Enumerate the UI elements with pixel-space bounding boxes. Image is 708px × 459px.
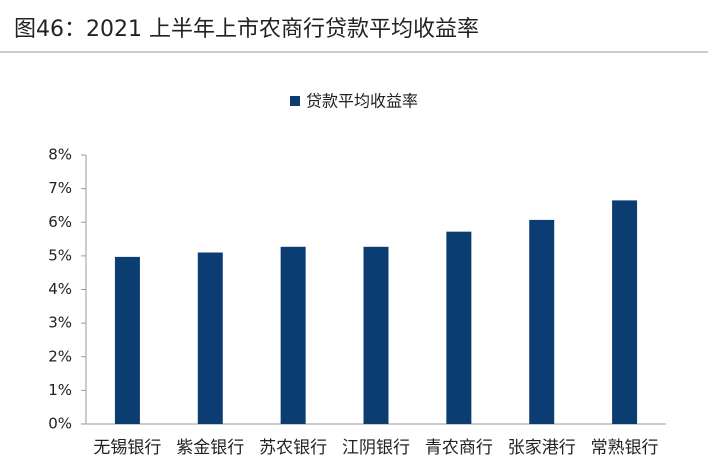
legend-label: 贷款平均收益率: [306, 92, 418, 111]
chart-title: 图46：2021 上半年上市农商行贷款平均收益率: [14, 17, 479, 42]
bar: [280, 246, 306, 424]
x-tick-label: 紫金银行: [176, 438, 244, 458]
y-tick-label: 6%: [48, 213, 72, 231]
x-tick-label: 张家港行: [508, 438, 576, 458]
y-tick-label: 2%: [48, 347, 72, 365]
x-tick-label: 苏农银行: [259, 438, 327, 458]
y-tick-label: 0%: [48, 415, 72, 433]
bar: [114, 256, 140, 424]
y-tick-label: 5%: [48, 246, 72, 264]
y-tick-label: 3%: [48, 314, 72, 332]
bar: [197, 252, 223, 424]
bar: [363, 246, 389, 424]
bar: [446, 231, 472, 424]
x-tick-label: 无锡银行: [93, 438, 161, 458]
legend-swatch: [290, 96, 300, 106]
x-tick-label: 江阴银行: [342, 438, 410, 458]
y-tick-label: 1%: [48, 381, 72, 399]
x-tick-label: 青农商行: [425, 438, 493, 458]
y-tick-label: 4%: [48, 280, 72, 298]
bar: [612, 200, 638, 424]
x-tick-label: 常熟银行: [591, 437, 659, 458]
y-tick-label: 7%: [48, 179, 72, 197]
y-tick-label: 8%: [48, 146, 72, 164]
bar: [529, 219, 555, 424]
